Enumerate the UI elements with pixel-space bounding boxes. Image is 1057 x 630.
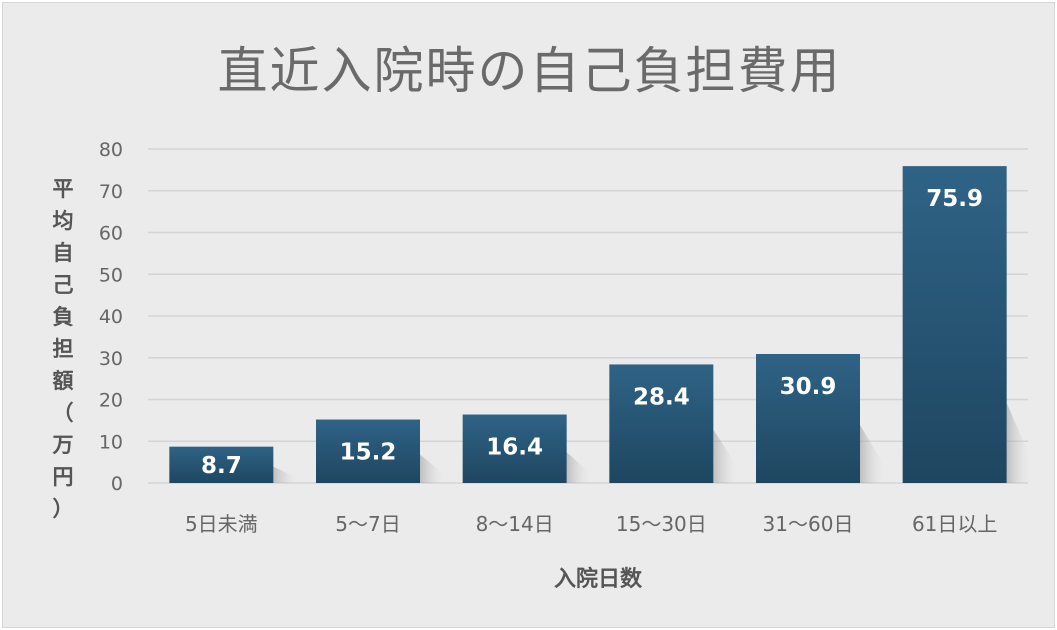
chart-title: 直近入院時の自己負担費用: [217, 42, 842, 100]
data-label: 75.9: [926, 186, 983, 212]
y-tick-label: 70: [99, 181, 123, 203]
bar: [462, 414, 567, 483]
y-tick-label: 60: [99, 223, 123, 245]
y-tick-label: 30: [99, 348, 123, 370]
bar-chart: 0 10 20 30 40 50 60 70 80 8.7 15.2 16.4 28.4 30.9 75.…: [99, 139, 1033, 536]
bar-shadow: [713, 429, 740, 483]
category-label: 15～30日: [616, 512, 707, 536]
y-axis-title-char: （: [52, 401, 74, 425]
y-tick-label: 20: [99, 390, 123, 412]
y-tick-label: 10: [99, 431, 123, 453]
bar: [316, 419, 420, 483]
y-axis-title: 平均自己負担額 （ 万円 ）: [43, 173, 83, 525]
category-labels: 5日未満 5～7日 8～14日 15～30日 31～60日 61日以上: [185, 512, 997, 536]
x-axis-title: 入院日数: [553, 567, 642, 592]
y-axis-title-char: 均: [52, 209, 74, 233]
bar: [902, 166, 1007, 483]
y-axis-title-char: 担: [52, 337, 74, 361]
y-tick-labels: 0 10 20 30 40 50 60 70 80: [99, 139, 123, 495]
bar-shadows: [273, 403, 1033, 483]
bars: [169, 166, 1007, 483]
y-axis-title-char: 己: [52, 273, 74, 297]
data-label: 16.4: [486, 435, 543, 461]
bar: [609, 364, 714, 483]
data-labels: 8.7 15.2 16.4 28.4 30.9 75.9: [201, 186, 983, 479]
y-axis-title-char: 負: [52, 305, 74, 329]
bar-shadow: [273, 466, 300, 483]
data-label: 30.9: [780, 374, 837, 400]
y-axis-title-char: 円: [52, 465, 74, 489]
bar-shadow: [860, 424, 886, 483]
category-label: 31～60日: [763, 512, 854, 536]
y-tick-label: 0: [111, 473, 123, 495]
data-label: 28.4: [633, 384, 690, 410]
bar: [169, 446, 274, 483]
data-label: 15.2: [340, 440, 397, 466]
y-tick-label: 80: [99, 139, 123, 161]
grid-lines: [148, 148, 1028, 484]
y-tick-label: 50: [99, 264, 123, 286]
bar-shadow: [420, 454, 446, 483]
data-label: 8.7: [201, 453, 242, 479]
bar-shadow: [1006, 403, 1033, 483]
y-tick-label: 40: [99, 306, 123, 328]
category-label: 8～14日: [476, 512, 554, 536]
y-axis-title-char: 自: [52, 241, 74, 265]
y-axis-title-char: 平: [52, 177, 74, 201]
category-label: 5日未満: [185, 512, 258, 536]
bar: [756, 353, 860, 483]
y-axis-title-char: ）: [52, 497, 74, 521]
y-axis-title-char: 額: [52, 369, 74, 393]
bar-shadow: [566, 452, 593, 483]
y-axis-title-char: 万: [52, 433, 74, 457]
category-label: 61日以上: [912, 512, 997, 536]
category-label: 5～7日: [335, 512, 400, 536]
